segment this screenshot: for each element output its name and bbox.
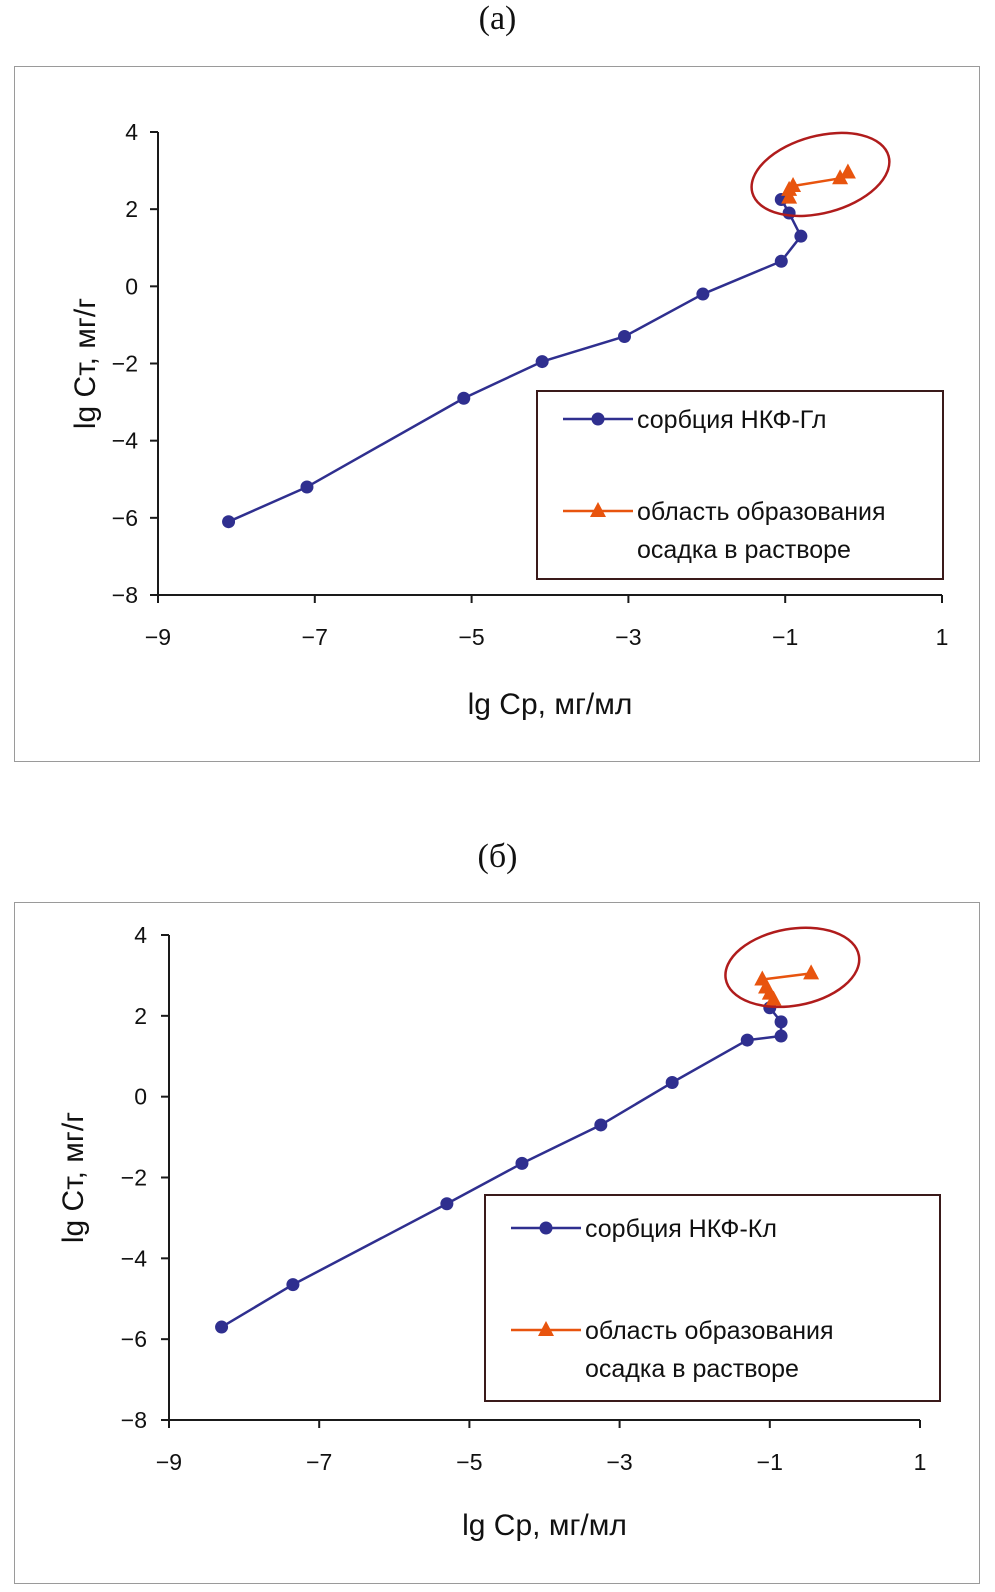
legend-box [484, 1194, 941, 1402]
y-tick-label: 4 [134, 922, 147, 948]
chart-frame-a: −8 −6 −4 −2 0 2 4 −9 −7 −5 −3 −1 1 lg Cр, мг/мл lg Cт,… [14, 66, 980, 762]
data-point-circle [286, 1278, 300, 1292]
y-tick-label: −6 [112, 505, 138, 531]
data-point-circle [594, 1118, 608, 1132]
data-point-circle [222, 515, 236, 529]
x-tick-label: −9 [145, 624, 171, 650]
data-point-circle [794, 229, 808, 243]
data-point-circle [617, 329, 631, 343]
legend-marker-circle [591, 412, 605, 426]
x-tick-label: −3 [606, 1449, 632, 1475]
y-tick-label: 0 [125, 273, 138, 299]
x-tick-label: 1 [936, 624, 949, 650]
data-point-circle [515, 1156, 529, 1170]
chart-a: −8 −6 −4 −2 0 2 4 −9 −7 −5 −3 −1 1 lg Cр, мг/мл lg Cт,… [69, 119, 949, 721]
data-point-triangle [758, 978, 775, 994]
data-point-circle [696, 287, 710, 301]
data-point-triangle [803, 964, 820, 980]
series-line-sorption [228, 198, 803, 523]
y-tick-label: −2 [121, 1165, 147, 1191]
data-point-circle [774, 1029, 788, 1043]
x-tick-label: −9 [156, 1449, 182, 1475]
data-point-circle [457, 391, 471, 405]
data-point-circle [782, 206, 796, 220]
legend-marker-circle [539, 1221, 553, 1235]
data-point-circle [215, 1320, 229, 1334]
data-point-circle [440, 1197, 454, 1211]
data-point-triangle [839, 163, 856, 179]
y-tick-label: −4 [121, 1245, 147, 1271]
y-tick-label: 2 [125, 196, 138, 222]
y-tick-label: −8 [121, 1407, 147, 1433]
legend-label-precipitate: область образования [637, 498, 886, 526]
data-point-circle [740, 1033, 754, 1047]
legend-marker-triangle [590, 502, 606, 517]
x-axis-title: lg Cр, мг/мл [462, 1509, 627, 1542]
legend-label-precipitate: область образования [585, 1317, 834, 1345]
x-tick-label: 1 [914, 1449, 927, 1475]
data-point-circle [774, 254, 788, 268]
chart-b: −8 −6 −4 −2 0 2 4 −9 −7 −5 −3 −1 1 lg Cр, мг/мл lg Cт,… [57, 922, 941, 1542]
y-tick-label: 2 [134, 1003, 147, 1029]
legend-label-precipitate-line2: осадка в растворе [637, 536, 851, 564]
data-point-circle [535, 355, 549, 369]
data-point-triangle [785, 177, 802, 193]
highlight-ellipse [750, 131, 891, 218]
data-point-circle [665, 1076, 679, 1090]
x-tick-label: −7 [302, 624, 328, 650]
data-point-triangle [781, 188, 798, 204]
legend-box [536, 390, 944, 580]
x-tick-label: −3 [615, 624, 641, 650]
legend-label-sorption: сорбция НКФ-Гл [637, 406, 827, 434]
y-tick-label: −2 [112, 351, 138, 377]
data-point-triangle [754, 970, 771, 986]
y-tick-label: −4 [112, 428, 138, 454]
y-axis-title: lg Cт, мг/г [57, 1112, 90, 1243]
y-tick-label: 0 [134, 1084, 147, 1110]
x-tick-label: −1 [772, 624, 798, 650]
legend-marker-triangle [538, 1321, 554, 1336]
legend-label-sorption: сорбция НКФ-Кл [585, 1215, 777, 1243]
y-tick-label: −6 [121, 1326, 147, 1352]
panel-label-a: (а) [478, 0, 517, 37]
data-point-circle [300, 480, 314, 494]
highlight-ellipse [724, 926, 861, 1009]
y-tick-label: −8 [112, 582, 138, 608]
x-tick-label: −5 [456, 1449, 482, 1475]
series-line-sorption [220, 1006, 783, 1329]
y-axis-title: lg Cт, мг/г [69, 298, 102, 429]
data-point-circle [774, 1015, 788, 1029]
x-axis-title: lg Cр, мг/мл [468, 688, 633, 721]
legend-label-precipitate-line2: осадка в растворе [585, 1355, 799, 1383]
x-tick-label: −7 [306, 1449, 332, 1475]
y-tick-label: 4 [125, 119, 138, 145]
data-point-triangle [832, 169, 849, 185]
x-tick-label: −5 [458, 624, 484, 650]
panel-label-b: (б) [477, 838, 518, 875]
chart-frame-b: −8 −6 −4 −2 0 2 4 −9 −7 −5 −3 −1 1 lg Cр, мг/мл lg Cт,… [14, 902, 980, 1584]
x-tick-label: −1 [757, 1449, 783, 1475]
